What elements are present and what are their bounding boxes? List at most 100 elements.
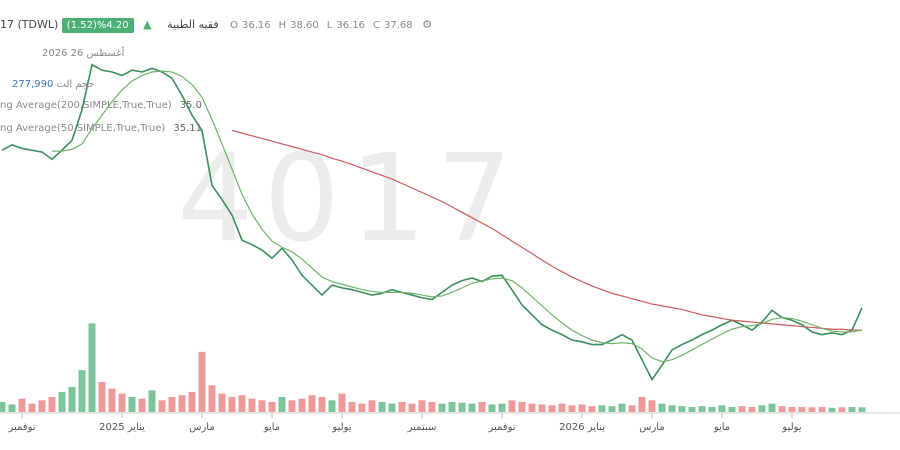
- volume-bar: [678, 406, 686, 412]
- ticker: 17 (TDWL): [0, 18, 59, 31]
- volume-bar: [658, 403, 666, 412]
- volume-bar: [708, 406, 716, 412]
- volume-bar: [488, 404, 496, 412]
- x-tick-label: مايو: [713, 422, 730, 433]
- volume-bar: [388, 403, 396, 412]
- volume-legend: حجم الت 277,990: [0, 79, 95, 90]
- volume-bar: [8, 404, 16, 412]
- volume-bar: [828, 407, 836, 412]
- volume-bar: [568, 405, 576, 412]
- volume-bar: [0, 401, 6, 412]
- volume-bar: [98, 381, 106, 412]
- volume-bar: [228, 396, 236, 412]
- volume-bar: [118, 393, 126, 412]
- volume-bar: [518, 401, 526, 412]
- volume-bar: [18, 398, 26, 412]
- volume-bar: [378, 401, 386, 412]
- volume-bar: [718, 405, 726, 412]
- volume-bar: [138, 398, 146, 412]
- volume-bar: [698, 406, 706, 412]
- legend-name: ng Average(200,SIMPLE,True,True): [0, 100, 172, 111]
- volume-bar: [548, 405, 556, 412]
- volume-bar: [628, 405, 636, 412]
- volume-bar: [58, 391, 66, 412]
- volume-bar: [478, 401, 486, 412]
- volume-bar: [578, 404, 586, 412]
- volume-bar: [368, 400, 376, 412]
- volume-bar: [158, 400, 166, 412]
- volume-bar: [328, 400, 336, 412]
- legend-value: 35.0: [179, 100, 202, 111]
- ohlc-key: C: [373, 20, 380, 31]
- volume-bar: [338, 393, 346, 412]
- ohlc-value: 36.16: [241, 20, 271, 31]
- volume-bar: [238, 395, 246, 412]
- volume-bar: [168, 396, 176, 412]
- volume-bar: [398, 401, 406, 412]
- volume-bar: [178, 395, 186, 412]
- x-tick-label: سبتمبر: [407, 422, 437, 433]
- volume-bar: [408, 403, 416, 412]
- volume-bar: [248, 398, 256, 412]
- ohlc: O 36.16 H 38.60 L 36.16 C 37.68: [222, 20, 413, 31]
- volume-bar: [838, 407, 846, 412]
- ohlc-key: L: [326, 20, 333, 31]
- volume-bar: [78, 370, 86, 412]
- volume-bar: [508, 400, 516, 412]
- volume-bar: [648, 400, 656, 412]
- ohlc-value: 38.60: [290, 20, 319, 31]
- volume-bar: [308, 395, 316, 412]
- volume-bar: [288, 400, 296, 412]
- ohlc-value: 37.68: [384, 20, 413, 31]
- volume-bar: [688, 406, 696, 412]
- legend-value: 35.11: [173, 123, 202, 134]
- ohlc-value: 36.16: [336, 20, 366, 31]
- volume-bar: [88, 323, 96, 412]
- volume-bar: [798, 406, 806, 412]
- volume-bar: [268, 401, 276, 412]
- volume-bar: [538, 404, 546, 412]
- volume-bar: [318, 396, 326, 412]
- volume-bar: [468, 403, 476, 412]
- volume-bar: [278, 396, 286, 412]
- volume-bar: [218, 393, 226, 412]
- volume-bar: [758, 405, 766, 412]
- volume-bar: [608, 406, 616, 412]
- x-tick-label: يوليو: [331, 422, 351, 433]
- price-line: [1, 63, 863, 382]
- volume-bar: [638, 396, 646, 412]
- x-tick-label: يناير 2026: [559, 422, 605, 433]
- change-badge: 4.20%(1.52): [61, 18, 134, 33]
- volume-bar: [68, 386, 76, 412]
- volume-bar: [808, 407, 816, 412]
- volume-bar: [198, 351, 206, 412]
- volume-bar: [588, 406, 596, 412]
- volume-bar: [128, 396, 136, 412]
- volume-bar: [188, 391, 196, 412]
- volume-bar: [38, 400, 46, 412]
- ohlc-key: H: [278, 20, 287, 31]
- volume-bar: [748, 406, 756, 412]
- volume-bar: [438, 403, 446, 412]
- volume-bar: [448, 401, 456, 412]
- volume-bar: [498, 403, 506, 412]
- x-tick-label: مارس: [639, 422, 664, 433]
- volume-bar: [858, 407, 866, 412]
- title-row: 17 (TDWL) فقيه الطبية ▲ 4.20%(1.52) O 36.…: [0, 18, 433, 33]
- watermark: 4017: [177, 130, 522, 269]
- volume-bar: [458, 402, 466, 412]
- volume-bar: [208, 385, 216, 412]
- volume-bar: [148, 390, 156, 412]
- x-tick-label: يوليو: [781, 422, 801, 433]
- volume-value: 277,990: [12, 79, 54, 90]
- volume-bar: [28, 403, 36, 412]
- volume-bar: [428, 401, 436, 412]
- volume-bar: [768, 403, 776, 412]
- volume-bar: [618, 403, 626, 412]
- volume-bar: [108, 388, 116, 412]
- x-tick-label: مايو: [263, 422, 280, 433]
- legend-entry: ng Average(200,SIMPLE,True,True) 35.0: [0, 100, 202, 111]
- x-tick-label: يناير 2025: [99, 422, 145, 433]
